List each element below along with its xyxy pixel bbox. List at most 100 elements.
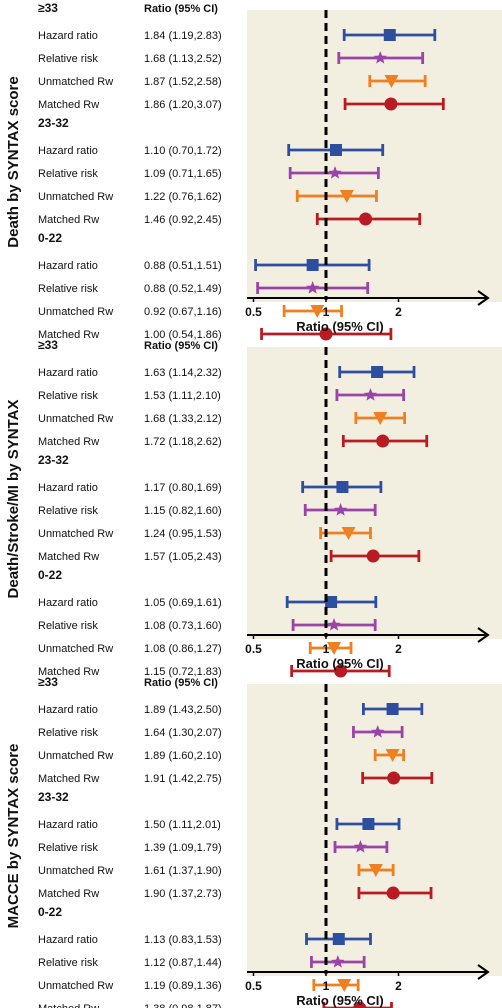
group-label: 0-22	[38, 905, 62, 919]
point-estimate-triangle	[341, 527, 356, 540]
ratio-ci-text: 0.88 (0.52,1.49)	[144, 283, 222, 295]
ratio-ci-text: 1.09 (0.71,1.65)	[144, 168, 222, 180]
row-label: Hazard ratio	[38, 145, 98, 157]
ratio-ci-text: 1.08 (0.73,1.60)	[144, 620, 222, 632]
group-label: 23-32	[38, 790, 69, 804]
point-estimate-circle	[319, 327, 333, 341]
x-tick-label: 1	[323, 642, 330, 656]
point-estimate-star	[373, 51, 387, 64]
ratio-ci-text: 1.39 (1.09,1.79)	[144, 842, 222, 854]
ratio-ci-text: 1.19 (0.89,1.36)	[144, 980, 222, 992]
ratio-ci-text: 1.15 (0.72,1.83)	[144, 666, 222, 678]
row-label: Matched Rw	[38, 773, 99, 785]
x-tick-label: 0.5	[245, 979, 262, 993]
group-label: ≥33	[38, 675, 58, 689]
ratio-column-header: Ratio (95% CI)	[144, 3, 218, 15]
ratio-ci-text: 1.63 (1.14,2.32)	[144, 367, 222, 379]
row-label: Relative risk	[38, 168, 98, 180]
x-axis-arrow	[477, 627, 490, 643]
ratio-ci-text: 0.92 (0.67,1.16)	[144, 306, 222, 318]
point-estimate-star	[371, 725, 385, 738]
group-label: 23-32	[38, 453, 69, 467]
x-axis-title: Ratio (95% CI)	[296, 656, 383, 671]
ratio-ci-text: 1.53 (1.11,2.10)	[144, 390, 221, 402]
row-label: Hazard ratio	[38, 367, 98, 379]
ratio-ci-text: 1.12 (0.87,1.44)	[144, 957, 222, 969]
row-label: Hazard ratio	[38, 934, 98, 946]
point-estimate-star	[327, 618, 341, 631]
point-estimate-square	[332, 933, 345, 945]
row-label: Unmatched Rw	[38, 865, 113, 877]
row-label: Relative risk	[38, 842, 98, 854]
row-label: Relative risk	[38, 53, 98, 65]
x-axis-title: Ratio (95% CI)	[296, 993, 383, 1008]
ratio-ci-text: 0.88 (0.51,1.51)	[144, 260, 222, 272]
point-estimate-star	[353, 840, 368, 853]
ratio-ci-text: 1.57 (1.05,2.43)	[144, 551, 222, 563]
ratio-ci-text: 1.24 (0.95,1.53)	[144, 528, 222, 540]
point-estimate-square	[383, 29, 396, 41]
point-estimate-star	[363, 388, 378, 401]
ratio-column-header: Ratio (95% CI)	[144, 677, 218, 689]
row-label: Unmatched Rw	[38, 306, 113, 318]
panel-title: Death by SYNTAX score	[5, 76, 22, 247]
group-label: 23-32	[38, 116, 69, 130]
plot-background	[247, 684, 502, 976]
point-estimate-triangle	[384, 75, 399, 88]
ratio-ci-text: 1.05 (0.69,1.61)	[144, 597, 222, 609]
ratio-ci-text: 1.08 (0.86,1.27)	[144, 643, 222, 655]
x-axis-arrow	[477, 290, 490, 306]
ratio-ci-text: 1.61 (1.37,1.90)	[144, 865, 222, 877]
row-label: Matched Rw	[38, 99, 99, 111]
x-tick-label: 0.5	[245, 305, 262, 319]
ratio-ci-text: 1.68 (1.13,2.52)	[144, 53, 222, 65]
ratio-ci-text: 1.13 (0.83,1.53)	[144, 934, 222, 946]
ratio-ci-text: 1.00 (0.54,1.86)	[144, 329, 222, 341]
ratio-ci-text: 1.15 (0.82,1.60)	[144, 505, 222, 517]
row-label: Matched Rw	[38, 1003, 99, 1008]
row-label: Unmatched Rw	[38, 980, 113, 992]
row-label: Relative risk	[38, 620, 98, 632]
row-label: Matched Rw	[38, 436, 99, 448]
row-label: Unmatched Rw	[38, 76, 113, 88]
row-label: Hazard ratio	[38, 260, 98, 272]
point-estimate-star	[305, 281, 320, 294]
point-estimate-circle	[359, 212, 373, 226]
point-estimate-circle	[334, 664, 348, 678]
point-estimate-circle	[384, 97, 398, 111]
point-estimate-triangle	[337, 979, 352, 992]
point-estimate-square	[336, 481, 349, 493]
point-estimate-circle	[386, 886, 400, 900]
plot-background	[247, 10, 502, 302]
row-label: Relative risk	[38, 390, 98, 402]
ratio-ci-text: 1.72 (1.18,2.62)	[144, 436, 222, 448]
group-label: ≥33	[38, 1, 58, 15]
row-label: Hazard ratio	[38, 819, 98, 831]
row-label: Unmatched Rw	[38, 750, 113, 762]
row-label: Matched Rw	[38, 666, 99, 678]
row-label: Hazard ratio	[38, 30, 98, 42]
row-label: Hazard ratio	[38, 482, 98, 494]
point-estimate-circle	[366, 549, 380, 563]
row-label: Relative risk	[38, 957, 98, 969]
ratio-ci-text: 1.90 (1.37,2.73)	[144, 888, 222, 900]
row-label: Matched Rw	[38, 888, 99, 900]
ratio-ci-text: 1.84 (1.19,2.83)	[144, 30, 222, 42]
ratio-ci-text: 1.10 (0.70,1.72)	[144, 145, 222, 157]
x-axis-title: Ratio (95% CI)	[296, 319, 383, 334]
row-label: Unmatched Rw	[38, 528, 113, 540]
point-estimate-star	[331, 955, 345, 968]
point-estimate-triangle	[327, 642, 342, 655]
x-tick-label: 1	[323, 979, 330, 993]
point-estimate-circle	[353, 1001, 367, 1008]
ratio-ci-text: 1.68 (1.33,2.12)	[144, 413, 222, 425]
row-label: Relative risk	[38, 727, 98, 739]
x-axis-arrow	[477, 964, 490, 980]
point-estimate-star	[333, 503, 348, 516]
point-estimate-triangle	[310, 305, 325, 318]
row-label: Unmatched Rw	[38, 643, 113, 655]
x-tick-label: 1	[323, 305, 330, 319]
row-label: Hazard ratio	[38, 704, 98, 716]
panel-title: MACCE by SYNTAX score	[5, 744, 22, 929]
ratio-ci-text: 1.89 (1.60,2.10)	[144, 750, 222, 762]
